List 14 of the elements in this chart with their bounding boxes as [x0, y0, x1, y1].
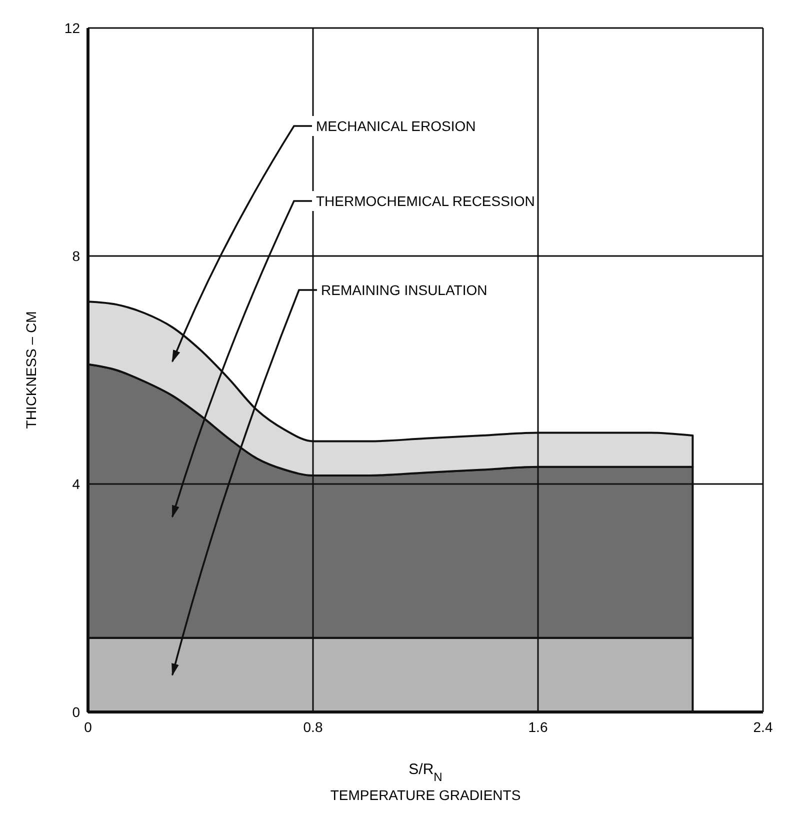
x-axis-title: S/R$_{N}$ — [408, 761, 442, 784]
y-axis-title: THICKNESS – CM — [23, 311, 39, 429]
text: REMAINING INSULATION — [321, 282, 488, 298]
x-tick-label: 2.4 — [753, 719, 773, 735]
y-tick-label: 12 — [64, 20, 80, 36]
text: MECHANICAL EROSION — [316, 118, 476, 134]
x-tick-label: 0 — [84, 719, 92, 735]
y-tick-label: 4 — [72, 476, 80, 492]
y-tick-label: 0 — [72, 704, 80, 720]
x-tick-label: 1.6 — [528, 719, 548, 735]
x-tick-label: 0.8 — [303, 719, 323, 735]
text: TEMPERATURE GRADIENTS — [330, 787, 521, 803]
text: THERMOCHEMICAL RECESSION — [316, 193, 535, 209]
y-tick-label: 8 — [72, 248, 80, 264]
